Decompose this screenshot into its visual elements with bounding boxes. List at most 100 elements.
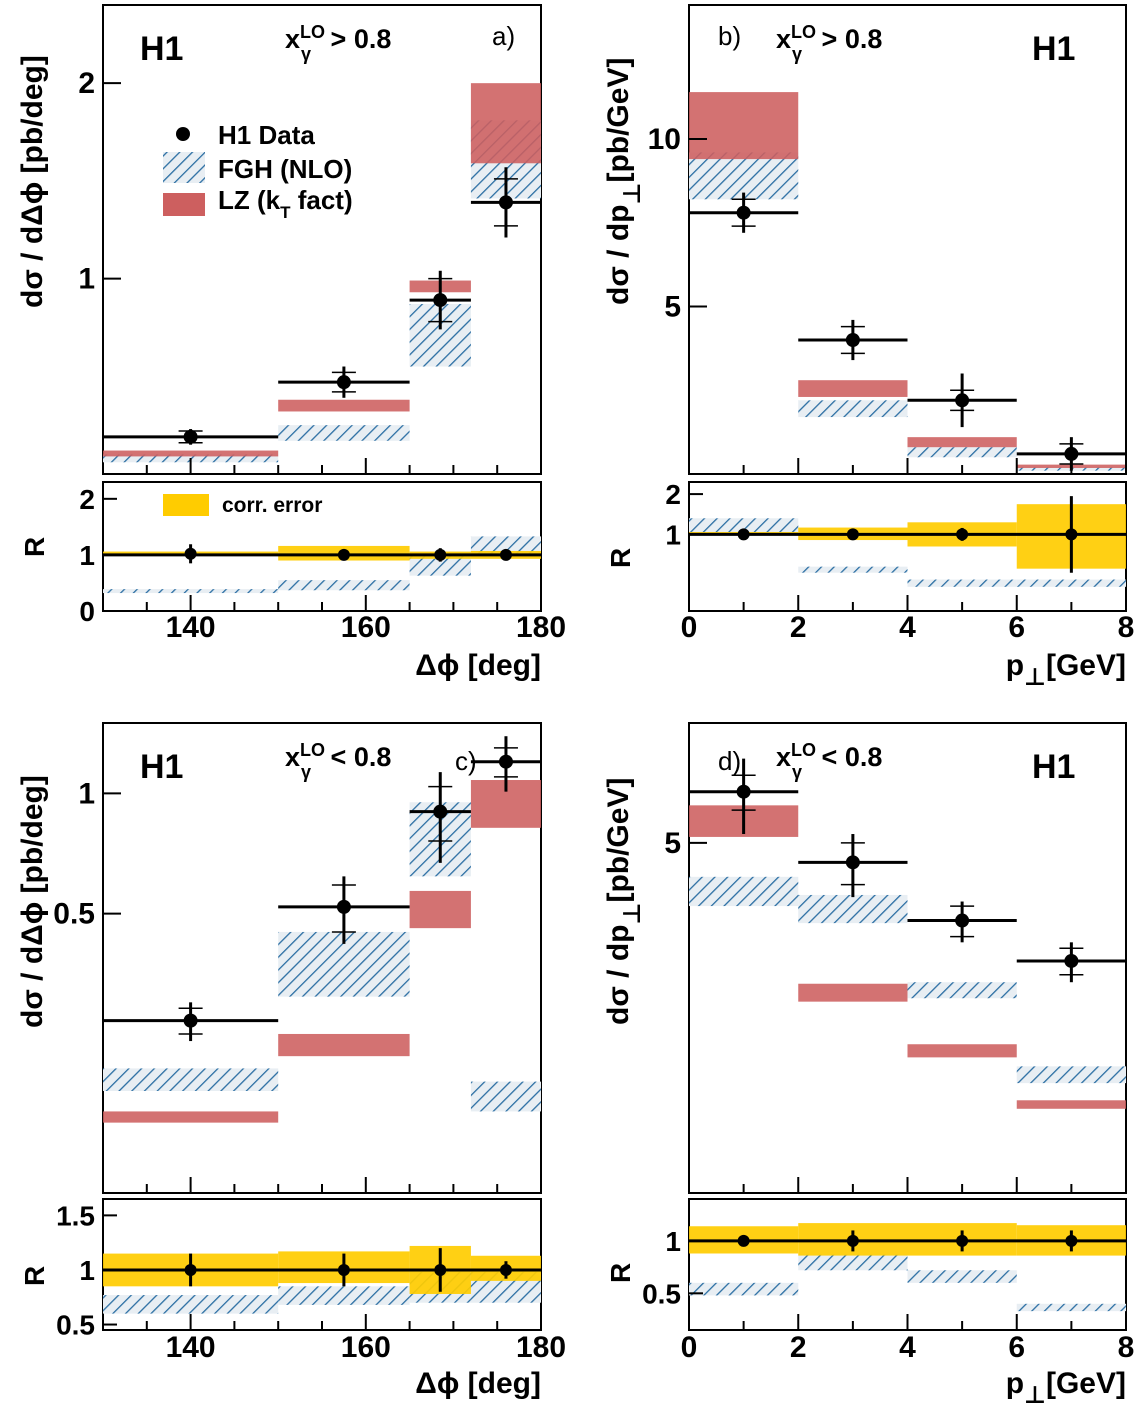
lz-band [1016, 1100, 1126, 1109]
panel-b-main-plot [689, 92, 1126, 471]
panel-a-ticks: 1 2 0 1 2 140 160 180 [78, 67, 566, 644]
data-point [736, 784, 751, 799]
data-point [183, 429, 198, 444]
ratio-y-tick-label: 1.5 [56, 1200, 95, 1231]
fgh-band [798, 400, 908, 418]
panel-d-main-frame [688, 722, 1127, 1194]
lz-band [907, 1044, 1017, 1058]
ratio-fgh-band [103, 589, 279, 594]
legend-corr-label: corr. error [222, 494, 322, 517]
ratio-data-point [184, 1263, 197, 1276]
legend-lz-swatch [163, 193, 205, 216]
panel-b: 5 10 1 2 0 2 4 6 8 b) xLO γ > 0.8 H1 dσ / dp⊥[pb/… [602, 4, 1135, 691]
x-tick-label: 140 [166, 1331, 216, 1364]
panel-b-ratio-label: R [605, 548, 636, 568]
ratio-data-point [846, 528, 859, 541]
ratio-y-tick-label: 1 [79, 1255, 95, 1286]
panel-b-ylabel: dσ / dp⊥[pb/GeV] [602, 58, 646, 305]
ratio-fgh-band [470, 536, 541, 555]
y-tick-label: 2 [78, 67, 95, 100]
legend-fgh-label: FGH (NLO) [218, 154, 352, 184]
panel-a-letter: a) [492, 21, 515, 51]
ratio-fgh-band [798, 1254, 908, 1271]
x-tick-label: 0 [681, 1331, 698, 1364]
panel-c-h1-label: H1 [140, 748, 183, 786]
panel-b-cut-label: xLO γ > 0.8 [776, 22, 882, 64]
x-tick-label: 2 [790, 611, 807, 644]
ratio-fgh-band [1016, 579, 1126, 587]
x-tick-label: 180 [516, 611, 566, 644]
panel-d: 5 0.5 1 0 2 4 6 8 d) xLO γ < 0.8 H1 dσ / dp⊥[pb/… [602, 722, 1134, 1409]
data-point [845, 855, 860, 870]
ratio-data-point [846, 1234, 859, 1247]
x-tick-label: 8 [1118, 1331, 1135, 1364]
ratio-y-tick-label: 0.5 [56, 1310, 95, 1341]
panel-c-ratio-plot [103, 1245, 541, 1314]
panel-b-letter: b) [718, 21, 741, 51]
ratio-fgh-band [907, 579, 1017, 587]
ratio-data-point [337, 1263, 350, 1276]
panel-c-cut-label: xLO γ < 0.8 [285, 740, 391, 782]
data-point [498, 195, 513, 210]
x-tick-label: 140 [166, 611, 216, 644]
panel-d-ticks: 5 0.5 1 0 2 4 6 8 [642, 827, 1134, 1364]
legend-corr-swatch [163, 494, 209, 516]
ratio-fgh-band [409, 553, 471, 576]
x-tick-label: 160 [341, 611, 391, 644]
panel-d-xlabel: p⊥[GeV] [1006, 1367, 1126, 1409]
x-tick-label: 180 [516, 1331, 566, 1364]
data-point [336, 375, 351, 390]
ratio-y-tick-label: 0.5 [642, 1278, 681, 1309]
ratio-data-point [184, 547, 197, 560]
x-tick-label: 6 [1008, 611, 1025, 644]
panel-a-ratio-plot [103, 536, 541, 594]
ratio-data-point [956, 1234, 969, 1247]
panel-a: 1 2 0 1 2 140 160 180 H1 xLO γ > 0.8 a) H1 Data … [16, 4, 566, 682]
ratio-y-tick-label: 2 [665, 479, 681, 510]
ratio-fgh-band [278, 580, 410, 591]
data-point [1064, 953, 1079, 968]
panel-b-h1-label: H1 [1032, 30, 1075, 68]
ratio-data-point [434, 1263, 447, 1276]
ratio-y-tick-label: 0 [79, 596, 95, 627]
ratio-data-point [434, 548, 447, 561]
panel-d-h1-label: H1 [1032, 748, 1075, 786]
legend-lz-label: LZ (kT fact) [218, 185, 353, 222]
panel-a-ratio-label: R [19, 537, 50, 557]
y-tick-label: 10 [648, 123, 681, 156]
data-point [736, 205, 751, 220]
legend-fgh-swatch [163, 152, 205, 183]
ratio-data-point [499, 548, 512, 561]
panel-d-ratio-plot [689, 1223, 1126, 1312]
x-tick-label: 2 [790, 1331, 807, 1364]
ratio-y-tick-label: 1 [665, 1226, 681, 1257]
fgh-band [907, 982, 1017, 999]
lz-band [278, 1033, 410, 1057]
data-point [955, 913, 970, 928]
y-tick-label: 5 [664, 291, 681, 324]
legend-data-marker [176, 127, 190, 141]
fgh-band [689, 152, 799, 200]
panel-c-ylabel: dσ / dΔϕ [pb/deg] [16, 775, 49, 1028]
lz-band [278, 399, 410, 412]
ratio-data-point [499, 1263, 512, 1276]
panel-a-h1-label: H1 [140, 30, 183, 68]
panel-a-xlabel: Δϕ [deg] [415, 649, 541, 682]
y-tick-label: 0.5 [53, 898, 95, 931]
ratio-fgh-band [689, 1282, 799, 1296]
data-point [1064, 446, 1079, 461]
fgh-band [1016, 1066, 1126, 1084]
x-tick-label: 0 [681, 611, 698, 644]
y-tick-label: 1 [78, 777, 95, 810]
data-point [498, 754, 513, 769]
panel-b-ticks: 5 10 1 2 0 2 4 6 8 [648, 123, 1135, 644]
x-tick-label: 4 [899, 1331, 916, 1364]
fgh-band [278, 425, 410, 441]
panel-d-ylabel: dσ / dp⊥[pb/GeV] [602, 778, 646, 1025]
x-tick-label: 6 [1008, 1331, 1025, 1364]
lz-band [907, 437, 1017, 448]
ratio-data-point [956, 528, 969, 541]
lz-band [470, 83, 541, 164]
ratio-data-point [737, 528, 750, 541]
ratio-y-tick-label: 1 [79, 540, 95, 571]
